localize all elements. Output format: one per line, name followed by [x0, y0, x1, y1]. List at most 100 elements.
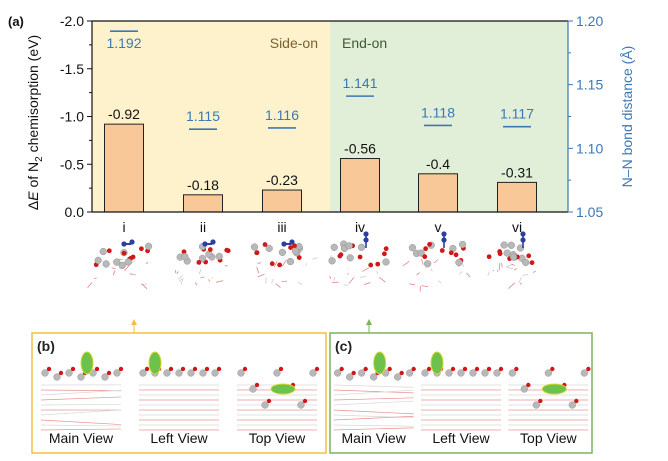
metal-atom	[445, 369, 453, 377]
oxygen-atom	[118, 366, 124, 372]
lattice-line	[333, 427, 414, 431]
lattice-bond	[362, 267, 370, 272]
structure-i	[87, 239, 153, 290]
view-main-view: Main View	[333, 351, 416, 446]
oxygen-atom	[497, 251, 503, 257]
lattice-line	[40, 389, 122, 392]
oxygen-atom	[277, 262, 283, 268]
oxygen-atom	[439, 248, 445, 253]
oxygen-atom	[381, 251, 387, 257]
nitrogen-atom	[281, 241, 287, 247]
nitrogen-atom	[121, 241, 127, 247]
panel-label-a: (a)	[8, 14, 24, 29]
metal-atom	[261, 401, 269, 409]
oxygen-atom	[574, 398, 579, 404]
view-label: Top View	[520, 430, 577, 446]
metal-atom	[94, 256, 102, 264]
metal-atom	[163, 369, 171, 377]
oxygen-atom	[138, 246, 144, 252]
lattice-bond	[198, 268, 202, 275]
lattice-bond	[281, 259, 288, 267]
oxygen-atom	[196, 259, 202, 265]
bar-value-label: -0.23	[266, 172, 298, 188]
bar-vi	[497, 181, 537, 213]
metal-atom	[406, 369, 414, 377]
lattice-line	[333, 424, 414, 427]
metal-atom	[345, 242, 353, 250]
oxygen-atom	[58, 370, 64, 376]
lattice-line	[333, 409, 414, 415]
oxygen-atom	[296, 255, 302, 261]
bar-iv	[340, 158, 380, 213]
ylabel-mid: of N	[25, 162, 41, 192]
metal-atom	[187, 369, 195, 377]
lattice-bond	[297, 281, 303, 285]
bar-ii	[183, 194, 223, 213]
metal-atom	[507, 241, 515, 249]
metal-atom	[493, 369, 501, 377]
metal-atom	[291, 247, 300, 255]
oxygen-atom	[526, 382, 531, 388]
metal-atom	[53, 373, 61, 381]
lattice-bond	[208, 279, 210, 282]
view-label: Main View	[49, 430, 114, 446]
oxygen-atom	[266, 398, 272, 404]
lattice-bond	[216, 280, 224, 283]
energy-bars: -0.92 -0.18 -0.23 -0.56 -0.4 -0.31	[104, 106, 537, 213]
oxygen-atom	[339, 366, 344, 372]
metal-atom	[118, 261, 126, 270]
metal-atom	[330, 243, 338, 251]
view-label: Left View	[150, 430, 208, 446]
ylabel-sub: 2	[34, 156, 45, 162]
subpanel-label: (c)	[335, 338, 352, 354]
metal-atom	[568, 401, 576, 409]
lattice-bond	[376, 270, 379, 275]
lattice-bond	[508, 282, 516, 289]
lattice-bond	[329, 255, 332, 259]
lattice-bond	[275, 283, 281, 288]
oxygen-atom	[121, 250, 127, 256]
oxygen-atom	[550, 366, 555, 372]
metal-atom	[503, 249, 511, 257]
metal-atom	[357, 243, 366, 251]
y2-tick-label: 1.15	[576, 77, 603, 93]
metal-atom	[237, 369, 245, 377]
metal-atom	[328, 257, 336, 265]
metal-atom	[113, 369, 121, 377]
metal-atom	[457, 369, 465, 377]
lattice-bond	[511, 263, 515, 266]
metal-atom	[522, 258, 530, 267]
lattice-bond	[174, 270, 177, 274]
lattice-bond	[421, 258, 424, 265]
charge-density-blob	[270, 383, 296, 395]
oxygen-atom	[207, 247, 213, 252]
metal-atom	[382, 258, 390, 266]
oxygen-atom	[363, 366, 368, 372]
ylabel-italic: E	[25, 191, 41, 201]
lattice-bond	[363, 282, 371, 286]
nitrogen-atom	[441, 237, 447, 243]
lattice-line	[40, 403, 122, 406]
metal-atom	[508, 369, 516, 377]
metal-atom	[358, 369, 366, 377]
y-tick-label: -0.5	[60, 156, 84, 172]
y-tick-label: 0.0	[65, 204, 85, 220]
lattice-bond	[111, 267, 116, 270]
y2-tick-label: 1.20	[576, 13, 603, 29]
lattice-bond	[178, 278, 183, 282]
view-label: Left View	[432, 430, 490, 446]
oxygen-atom	[254, 382, 260, 388]
metal-atom	[520, 385, 528, 393]
bar-i	[104, 123, 144, 213]
lattice-line	[40, 419, 122, 425]
metal-atom	[346, 254, 354, 262]
oxygen-atom	[462, 366, 468, 372]
view-top-view: Top View	[237, 366, 320, 446]
subpanel-c: (c) Main View Left View Top View	[329, 332, 593, 454]
metal-atom	[394, 373, 402, 381]
adsorption-mode-regions: Side-on End-on	[92, 21, 568, 212]
lattice-bond	[256, 267, 260, 274]
structure-thumbnails	[87, 231, 536, 333]
nitrogen-atom	[129, 239, 135, 245]
